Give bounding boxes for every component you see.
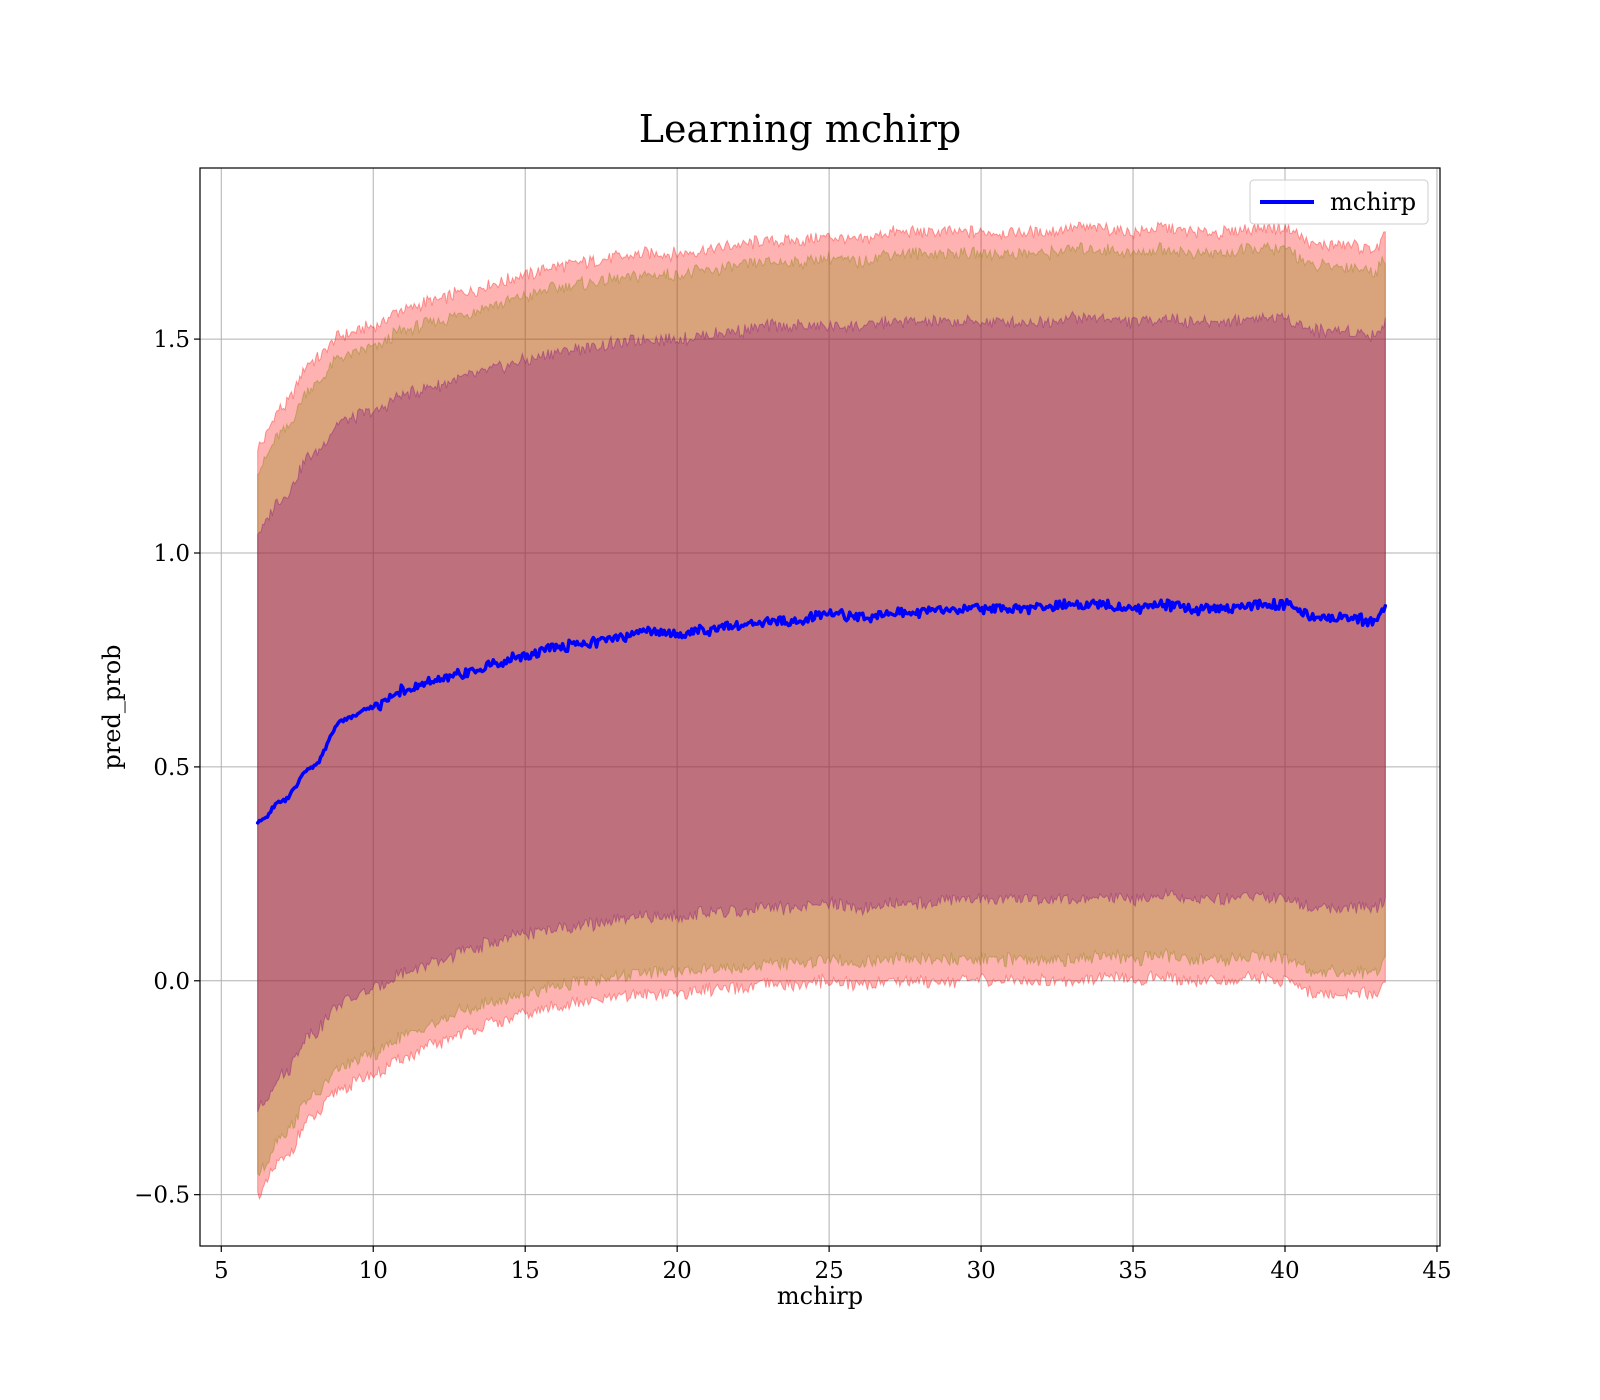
chart-title: Learning mchirp xyxy=(639,107,961,151)
confidence-band-2 xyxy=(257,241,1386,1177)
x-tick-label: 5 xyxy=(214,1258,229,1284)
series-line-mchirp xyxy=(255,597,1388,825)
confidence-band-3 xyxy=(257,310,1386,1113)
grid xyxy=(200,168,1440,1246)
x-tick-label: 35 xyxy=(1118,1258,1147,1284)
x-tick-label: 10 xyxy=(359,1258,388,1284)
confidence-band-1 xyxy=(257,221,1386,1201)
confidence-bands xyxy=(257,221,1386,1201)
legend-label-mchirp: mchirp xyxy=(1330,188,1416,216)
x-tick-label: 25 xyxy=(814,1258,843,1284)
x-tick-label: 15 xyxy=(511,1258,540,1284)
y-axis-label: pred_prob xyxy=(98,644,126,769)
series-lines xyxy=(255,597,1388,825)
axis-ticks: 5 10 15 20 25 30 35 40 45 −0.5 0.0 0.5 1.0 1.5 xyxy=(134,327,1451,1284)
y-tick-label: −0.5 xyxy=(134,1183,190,1209)
y-tick-label: 1.5 xyxy=(153,327,190,353)
legend-box xyxy=(1249,179,1429,225)
x-tick-label: 40 xyxy=(1270,1258,1299,1284)
x-tick-label: 30 xyxy=(966,1258,995,1284)
x-tick-label: 20 xyxy=(663,1258,692,1284)
y-tick-label: 0.5 xyxy=(153,755,190,781)
x-tick-label: 45 xyxy=(1422,1258,1451,1284)
y-tick-label: 1.0 xyxy=(153,541,190,567)
y-tick-label: 0.0 xyxy=(153,969,190,995)
plot-frame xyxy=(199,167,1441,1247)
legend: mchirp xyxy=(1249,179,1429,225)
x-axis-label: mchirp xyxy=(777,1282,863,1310)
